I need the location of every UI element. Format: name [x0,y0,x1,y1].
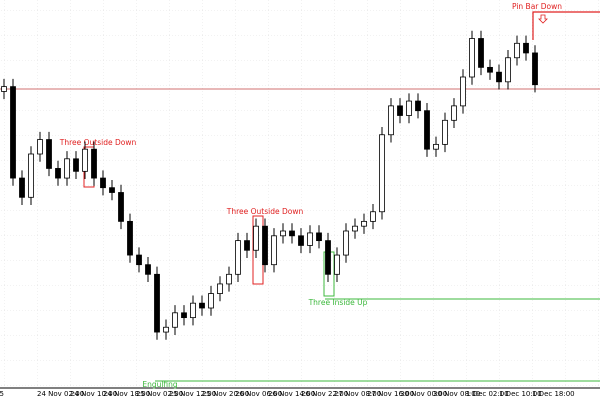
candle-body [190,302,196,319]
candle-body [64,158,70,179]
grid [0,0,600,388]
candle-body [19,177,25,198]
candle-body [406,100,412,116]
x-tick-label: 25 [0,390,4,398]
candle-body [163,326,169,333]
candle-body [172,312,178,328]
candle-body [100,177,106,189]
candle-body [73,158,79,172]
candle-body [208,293,214,309]
candle-body [505,57,511,83]
x-tick-label: 25 Nov 12:00 [169,390,216,398]
candle-body [91,148,97,179]
x-tick-label: 24 Nov 18:00 [103,390,150,398]
x-tick-label: 30 Nov 08:00 [433,390,480,398]
arrow-icon [538,14,548,24]
x-tick-label: 27 Nov 16:00 [367,390,414,398]
candle-body [253,225,259,251]
annotation: Three Inside Up [308,298,368,307]
candle-body [334,254,340,275]
candle-body [226,273,232,285]
x-tick-label: 26 Nov 06:00 [235,390,282,398]
x-tick-label: 1 Dec 02:00 [466,390,509,398]
candle-body [361,220,367,227]
candle-body [10,86,16,179]
candle-body [46,139,52,169]
candle-body [379,134,385,213]
candle-body [199,302,205,309]
candle-body [145,264,151,275]
x-tick-label: 1 Dec 18:00 [532,390,575,398]
x-tick-label: 24 Nov 10:00 [70,390,117,398]
candle-body [181,312,187,319]
candle-body [343,230,349,256]
candle-body [316,232,322,242]
candle-body [154,273,160,333]
candle-body [424,110,430,150]
x-tick-label: 1 Dec 10:00 [499,390,542,398]
candle-body [532,52,538,86]
candle-body [55,168,61,179]
candle-body [37,139,43,155]
candle-body [487,66,493,73]
candle-body [451,105,457,121]
candle-body [1,86,7,92]
candle-body [388,105,394,136]
annotation: Engulfing [142,380,178,389]
candle-body [244,240,250,251]
candle-body [289,230,295,237]
x-tick-label: 26 Nov 22:00 [301,390,348,398]
annotation: Three Outside Down [226,207,304,216]
level-line [532,11,600,40]
candle-body [514,42,520,59]
candle-body [442,119,448,145]
candle-body [271,235,277,266]
candle-body [496,71,502,83]
x-tick-label: 26 Nov 14:00 [268,390,315,398]
candle-body [433,143,439,150]
candle-body [262,225,268,266]
candle-body [478,38,484,68]
candle-body [109,187,115,193]
x-tick-label: 30 Nov 00:00 [400,390,447,398]
x-tick-label: 25 Nov 02:00 [136,390,183,398]
x-tick-label: 25 Nov 20:00 [202,390,249,398]
candle-body [370,211,376,222]
candle-body [523,42,529,54]
candle-body [325,240,331,275]
x-tick-label: 27 Nov 08:00 [334,390,381,398]
candle-body [235,240,241,275]
candle-body [469,38,475,78]
candle-body [136,254,142,266]
x-tick-label: 24 Nov 02:00 [37,390,84,398]
candle-body [307,232,313,246]
annotation: Pin Bar Down [512,2,562,11]
candle-body [298,235,304,246]
candle-body [127,220,133,256]
candle-body [82,148,88,172]
candle-body [280,230,286,237]
candle-body [460,76,466,107]
candle-body [397,105,403,116]
candle-body [415,100,421,112]
candle-body [352,225,358,232]
candle-body [118,192,124,222]
annotation: Three Outside Down [59,138,137,147]
candle-body [28,153,34,198]
candle-body [217,283,223,294]
